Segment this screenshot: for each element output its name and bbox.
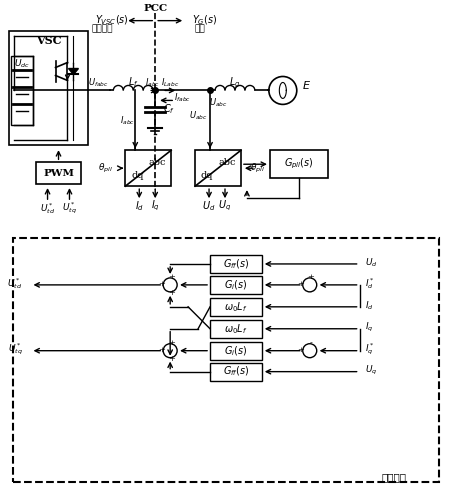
Circle shape: [163, 278, 177, 292]
Text: $E$: $E$: [302, 80, 311, 91]
Bar: [210, 276, 262, 294]
Text: $U_{abc}$: $U_{abc}$: [189, 109, 207, 122]
Text: +: +: [168, 273, 175, 281]
Text: +: +: [297, 280, 304, 288]
Circle shape: [163, 344, 177, 357]
Text: +: +: [158, 346, 165, 354]
Text: $U_d$: $U_d$: [202, 199, 216, 213]
Text: $U_q$: $U_q$: [365, 364, 377, 377]
Bar: [195, 150, 241, 186]
Text: $\omega_0 L_f$: $\omega_0 L_f$: [224, 300, 248, 314]
Text: +: +: [307, 273, 314, 281]
Text: $Y_G(s)$: $Y_G(s)$: [192, 14, 218, 27]
Text: $I_q$: $I_q$: [151, 199, 160, 213]
Bar: [210, 342, 262, 360]
Text: $I_{Labc}$: $I_{Labc}$: [161, 76, 179, 89]
Text: $\theta_{pll}$: $\theta_{pll}$: [98, 162, 113, 175]
Text: $I_{fabc}$: $I_{fabc}$: [174, 91, 191, 104]
Text: $I_q$: $I_q$: [365, 321, 373, 334]
Bar: [270, 150, 328, 178]
Text: $U_q$: $U_q$: [218, 199, 232, 213]
Text: -: -: [309, 339, 312, 347]
Text: $U^*_{td}$: $U^*_{td}$: [8, 276, 22, 291]
Text: +: +: [158, 280, 165, 288]
Text: PCC: PCC: [143, 4, 167, 13]
Text: VSC: VSC: [36, 35, 62, 46]
Text: abc: abc: [218, 158, 236, 167]
Text: $U^*_{tq}$: $U^*_{tq}$: [8, 342, 22, 357]
Circle shape: [303, 278, 317, 292]
Bar: [9, 30, 88, 145]
Text: $G_{pll}(s)$: $G_{pll}(s)$: [284, 157, 314, 171]
Text: $U^*_{tq}$: $U^*_{tq}$: [62, 200, 77, 216]
Bar: [11, 55, 33, 125]
Bar: [210, 255, 262, 273]
Text: +: +: [168, 355, 175, 363]
Text: $G_i(s)$: $G_i(s)$: [224, 344, 248, 357]
Text: $I^*_d$: $I^*_d$: [365, 276, 374, 291]
Bar: [13, 238, 439, 482]
Text: $G_{ff}(s)$: $G_{ff}(s)$: [223, 365, 249, 379]
Text: $L_g$: $L_g$: [229, 75, 241, 90]
Polygon shape: [69, 69, 79, 75]
Text: $I^*_q$: $I^*_q$: [365, 342, 374, 357]
Text: $\omega_0 L_f$: $\omega_0 L_f$: [224, 322, 248, 336]
Bar: [210, 363, 262, 381]
Bar: [210, 298, 262, 316]
Text: $G_i(s)$: $G_i(s)$: [224, 278, 248, 292]
Bar: [35, 162, 81, 184]
Text: $Y_{VSC}(s)$: $Y_{VSC}(s)$: [96, 14, 129, 27]
Text: +: +: [297, 346, 304, 354]
Text: $I_{abc}$: $I_{abc}$: [145, 76, 160, 89]
Text: dq: dq: [201, 171, 213, 180]
Text: $C_f$: $C_f$: [163, 103, 175, 116]
Text: $\theta_{pll}$: $\theta_{pll}$: [251, 162, 265, 175]
Text: 网侧: 网侧: [195, 24, 206, 33]
Text: $U_{dc}$: $U_{dc}$: [13, 57, 30, 70]
Circle shape: [303, 344, 317, 357]
Text: dq: dq: [131, 171, 144, 180]
Text: $U_d$: $U_d$: [365, 257, 377, 269]
Text: $I_d$: $I_d$: [135, 199, 144, 213]
Text: +: +: [168, 339, 175, 347]
Text: $L_f$: $L_f$: [128, 76, 139, 89]
Text: $I_d$: $I_d$: [365, 300, 373, 312]
Text: 变流器侧: 变流器侧: [92, 24, 113, 33]
Text: PWM: PWM: [43, 169, 74, 178]
Text: $I_{abc}$: $I_{abc}$: [120, 114, 135, 127]
Text: $U^*_{td}$: $U^*_{td}$: [40, 201, 55, 216]
Text: $G_{ff}(s)$: $G_{ff}(s)$: [223, 257, 249, 271]
Text: $U_{abc}$: $U_{abc}$: [209, 96, 227, 109]
Text: $U_{fabc}$: $U_{fabc}$: [88, 76, 109, 89]
Text: 电流控制: 电流控制: [382, 473, 407, 482]
Text: +: +: [168, 289, 175, 297]
Bar: [125, 150, 171, 186]
Text: abc: abc: [149, 158, 166, 167]
Bar: [210, 320, 262, 338]
